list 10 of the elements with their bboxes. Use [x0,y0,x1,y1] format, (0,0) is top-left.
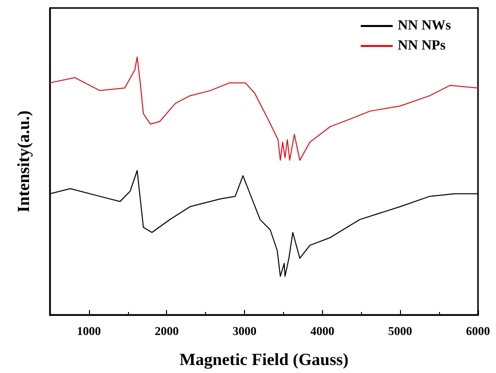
x-tick-label: 2000 [154,324,179,338]
x-tick-label: 1000 [76,324,101,338]
x-tick-label: 4000 [310,324,334,338]
legend-label: NN NPs [398,38,446,54]
x-tick-label: 6000 [466,324,490,338]
legend-label: NN NWs [398,18,452,34]
y-axis-title: Intensity(a.u.) [14,110,33,213]
x-tick-label: 3000 [232,324,257,338]
x-tick-label: 5000 [388,324,412,338]
x-axis-title: Magnetic Field (Gauss) [179,350,349,369]
